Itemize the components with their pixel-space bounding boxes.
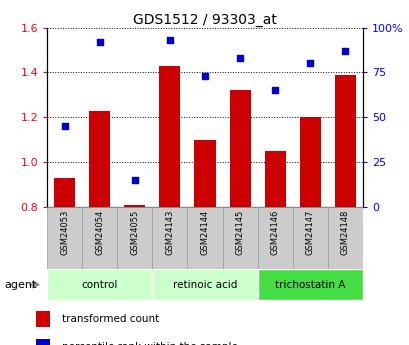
Text: trichostatin A: trichostatin A (274, 280, 344, 289)
Bar (159, 66, 180, 207)
Bar (47, 269, 152, 300)
Bar (89, 110, 110, 207)
Bar (229, 90, 250, 207)
Bar (299, 117, 320, 207)
Point (96, 39, 103, 45)
Point (236, 55, 243, 61)
Bar (82, 207, 117, 269)
Point (271, 88, 278, 93)
Bar (222, 207, 257, 269)
Text: GSM24147: GSM24147 (305, 210, 314, 256)
Text: agent: agent (4, 280, 36, 289)
Bar (152, 269, 257, 300)
Bar (124, 205, 145, 207)
Bar (47, 207, 82, 269)
Text: GSM24053: GSM24053 (60, 210, 69, 256)
Bar (292, 207, 327, 269)
Point (306, 61, 313, 66)
Text: GSM24145: GSM24145 (235, 210, 244, 255)
Bar (117, 207, 152, 269)
Text: GSM24146: GSM24146 (270, 210, 279, 256)
Point (131, 177, 138, 183)
Text: GSM24148: GSM24148 (340, 210, 349, 256)
Text: GSM24143: GSM24143 (165, 210, 174, 256)
Bar (36, 310, 49, 327)
Bar (36, 339, 49, 345)
Text: retinoic acid: retinoic acid (172, 280, 237, 289)
Text: control: control (81, 280, 118, 289)
Text: transformed count: transformed count (62, 314, 159, 324)
Bar (194, 140, 215, 207)
Title: GDS1512 / 93303_at: GDS1512 / 93303_at (133, 12, 276, 27)
Text: GSM24055: GSM24055 (130, 210, 139, 255)
Text: percentile rank within the sample: percentile rank within the sample (62, 342, 238, 345)
Bar (54, 178, 75, 207)
Text: GSM24054: GSM24054 (95, 210, 104, 255)
Point (341, 48, 348, 54)
Text: GSM24144: GSM24144 (200, 210, 209, 255)
Bar (187, 207, 222, 269)
Point (201, 73, 208, 79)
Bar (152, 207, 187, 269)
Bar (264, 151, 285, 207)
Bar (334, 75, 355, 207)
Bar (257, 207, 292, 269)
Point (166, 37, 173, 43)
Bar (327, 207, 362, 269)
Bar (257, 269, 362, 300)
Point (61, 124, 68, 129)
